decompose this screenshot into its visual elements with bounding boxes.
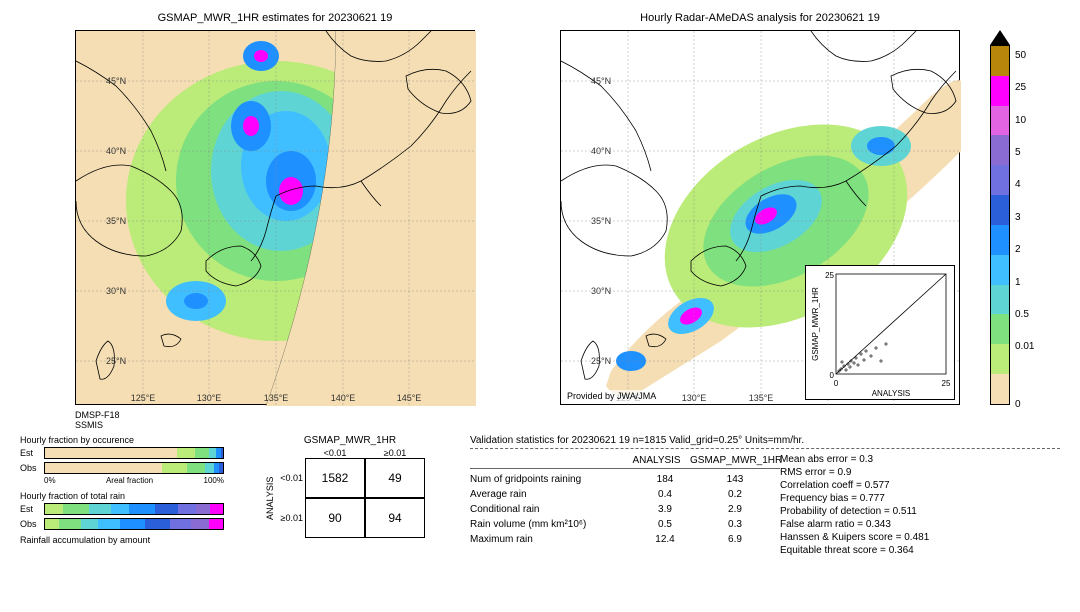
svg-text:25: 25 bbox=[825, 271, 834, 280]
precip-gsmap bbox=[126, 31, 476, 406]
confusion-matrix: GSMAP_MWR_1HR <0.01 ≥0.01 ANALYSIS <0.01… bbox=[265, 435, 435, 538]
cm-cell: 90 bbox=[305, 498, 365, 538]
stats-right-col: Mean abs error = 0.3RMS error = 0.9Corre… bbox=[780, 453, 1050, 557]
bottom-area: Hourly fraction by occurence EstObs 0%Ar… bbox=[20, 435, 1060, 605]
svg-text:140°E: 140°E bbox=[331, 393, 356, 403]
gsmap-map-panel: 125°E 130°E 135°E 140°E 145°E 25°N 30°N 35°N 40… bbox=[75, 30, 475, 405]
svg-text:0: 0 bbox=[834, 379, 839, 388]
figure-container: GSMAP_MWR_1HR estimates for 20230621 19 … bbox=[0, 0, 1080, 612]
hbar-block: Hourly fraction by occurence EstObs 0%Ar… bbox=[20, 435, 240, 545]
colorbar-arrow-icon bbox=[990, 30, 1010, 45]
svg-text:125°E: 125°E bbox=[131, 393, 156, 403]
svg-text:130°E: 130°E bbox=[197, 393, 222, 403]
cm-cell: 1582 bbox=[305, 458, 365, 498]
gsmap-map-svg: 125°E 130°E 135°E 140°E 145°E 25°N 30°N 35°N 40… bbox=[76, 31, 476, 406]
svg-text:45°N: 45°N bbox=[591, 76, 611, 86]
colorbar bbox=[990, 30, 1010, 405]
right-map-title: Hourly Radar-AMeDAS analysis for 2023062… bbox=[560, 12, 960, 24]
stats-left-col: ANALYSIS GSMAP_MWR_1HR Num of gridpoints… bbox=[470, 453, 780, 557]
source-label: DMSP-F18 SSMIS bbox=[75, 410, 120, 430]
svg-text:25°N: 25°N bbox=[106, 356, 126, 366]
scatter-svg: 0 25 0 25 ANALYSIS GSMAP_MWR_1HR bbox=[806, 266, 956, 401]
radar-map-panel: 125°E130°E135°E 25°N30°N35°N40°N45°N bbox=[560, 30, 960, 405]
svg-text:130°E: 130°E bbox=[682, 393, 707, 403]
hbar-title-2: Hourly fraction of total rain bbox=[20, 491, 240, 501]
svg-text:25°N: 25°N bbox=[591, 356, 611, 366]
svg-text:40°N: 40°N bbox=[591, 146, 611, 156]
svg-text:35°N: 35°N bbox=[591, 216, 611, 226]
svg-text:40°N: 40°N bbox=[106, 146, 126, 156]
svg-text:135°E: 135°E bbox=[749, 393, 774, 403]
svg-text:145°E: 145°E bbox=[397, 393, 422, 403]
svg-text:30°N: 30°N bbox=[591, 286, 611, 296]
cm-title: GSMAP_MWR_1HR bbox=[265, 435, 435, 446]
hbar-title-3: Rainfall accumulation by amount bbox=[20, 535, 240, 545]
cm-cell: 49 bbox=[365, 458, 425, 498]
svg-text:135°E: 135°E bbox=[264, 393, 289, 403]
stats-block: Validation statistics for 20230621 19 n=… bbox=[470, 435, 1060, 557]
provider-label: Provided by JWA/JMA bbox=[565, 390, 658, 402]
left-map-title: GSMAP_MWR_1HR estimates for 20230621 19 bbox=[75, 12, 475, 24]
svg-text:25: 25 bbox=[942, 379, 951, 388]
cm-ylabel: ANALYSIS bbox=[265, 458, 279, 538]
stats-title: Validation statistics for 20230621 19 n=… bbox=[470, 435, 1060, 449]
svg-text:ANALYSIS: ANALYSIS bbox=[872, 389, 911, 398]
svg-text:GSMAP_MWR_1HR: GSMAP_MWR_1HR bbox=[811, 287, 820, 361]
hbar-title-1: Hourly fraction by occurence bbox=[20, 435, 240, 445]
svg-text:35°N: 35°N bbox=[106, 216, 126, 226]
scatter-inset: 0 25 0 25 ANALYSIS GSMAP_MWR_1HR bbox=[805, 265, 955, 400]
svg-text:45°N: 45°N bbox=[106, 76, 126, 86]
cm-cell: 94 bbox=[365, 498, 425, 538]
svg-text:30°N: 30°N bbox=[106, 286, 126, 296]
